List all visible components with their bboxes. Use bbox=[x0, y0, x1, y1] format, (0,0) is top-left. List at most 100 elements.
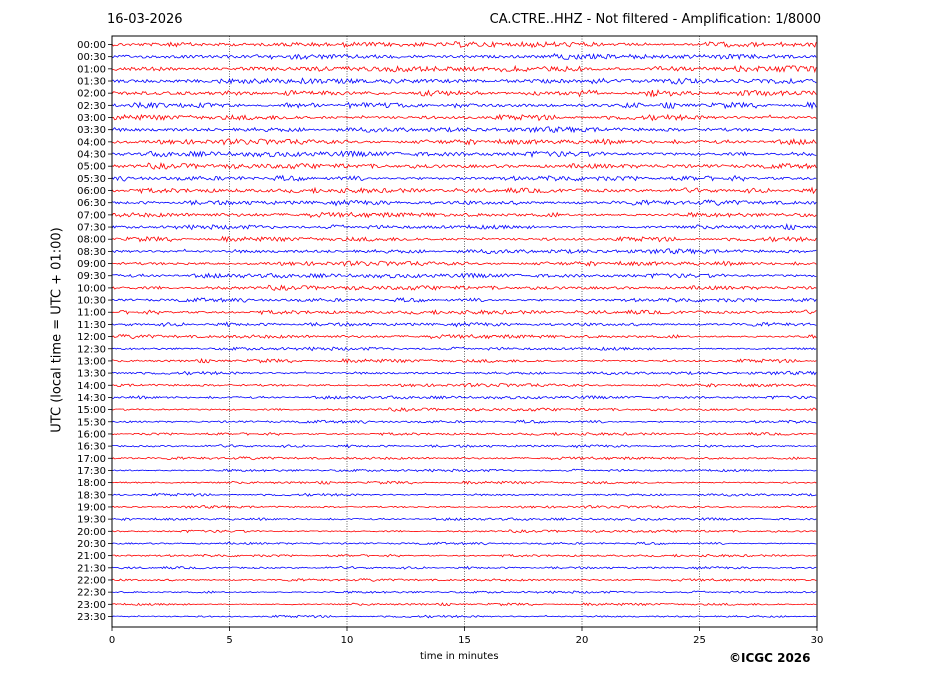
trace-1500 bbox=[111, 407, 817, 412]
y-tick-label: 07:00 bbox=[77, 210, 106, 221]
x-tick-label: 20 bbox=[576, 635, 589, 646]
y-tick-label: 15:30 bbox=[77, 417, 106, 428]
trace-1830 bbox=[111, 492, 817, 497]
trace-0030 bbox=[111, 53, 817, 61]
x-axis-label: time in minutes bbox=[420, 651, 499, 662]
trace-2100 bbox=[111, 553, 817, 558]
y-tick-label: 10:00 bbox=[77, 283, 106, 294]
y-tick-label: 13:30 bbox=[77, 369, 106, 380]
y-tick-label: 06:30 bbox=[77, 198, 106, 209]
y-tick-label: 04:30 bbox=[77, 150, 106, 161]
y-tick-label: 17:30 bbox=[77, 466, 106, 477]
trace-0830 bbox=[111, 248, 817, 255]
trace-0600 bbox=[111, 186, 817, 195]
trace-0500 bbox=[111, 161, 817, 170]
x-tick-label: 25 bbox=[693, 635, 706, 646]
trace-0530 bbox=[111, 174, 817, 182]
trace-0230 bbox=[111, 101, 817, 110]
y-tick-label: 12:00 bbox=[77, 332, 106, 343]
trace-2200 bbox=[111, 578, 817, 582]
y-tick-label: 05:00 bbox=[77, 162, 106, 173]
trace-0300 bbox=[111, 113, 817, 122]
trace-0400 bbox=[111, 138, 817, 146]
trace-0900 bbox=[111, 260, 817, 267]
trace-1530 bbox=[111, 419, 817, 424]
trace-0130 bbox=[111, 77, 817, 85]
y-tick-label: 16:30 bbox=[77, 442, 106, 453]
y-tick-label: 13:00 bbox=[77, 356, 106, 367]
y-tick-label: 23:00 bbox=[77, 600, 106, 611]
y-tick-label: 01:00 bbox=[77, 64, 106, 75]
y-tick-label: 04:00 bbox=[77, 137, 106, 148]
trace-2000 bbox=[111, 529, 817, 534]
trace-1600 bbox=[111, 431, 817, 437]
trace-1000 bbox=[111, 284, 817, 291]
trace-1300 bbox=[111, 357, 817, 364]
trace-1230 bbox=[111, 346, 817, 352]
y-tick-label: 14:00 bbox=[77, 381, 106, 392]
y-tick-label: 23:30 bbox=[77, 612, 106, 623]
trace-0430 bbox=[111, 150, 817, 159]
y-tick-label: 20:00 bbox=[77, 527, 106, 538]
trace-1730 bbox=[111, 468, 817, 473]
y-tick-label: 21:00 bbox=[77, 551, 106, 562]
y-tick-label: 12:30 bbox=[77, 344, 106, 355]
y-tick-label: 20:30 bbox=[77, 539, 106, 550]
trace-0000 bbox=[111, 40, 817, 49]
y-tick-label: 06:00 bbox=[77, 186, 106, 197]
trace-1700 bbox=[111, 456, 817, 461]
plot-frame bbox=[111, 35, 818, 628]
y-tick-label: 11:00 bbox=[77, 308, 106, 319]
y-tick-label: 22:00 bbox=[77, 575, 106, 586]
y-tick-label: 10:30 bbox=[77, 296, 106, 307]
trace-0800 bbox=[111, 235, 817, 243]
trace-1200 bbox=[111, 333, 817, 340]
trace-1130 bbox=[111, 321, 817, 328]
chart-date: 16-03-2026 bbox=[107, 12, 183, 27]
trace-1930 bbox=[111, 517, 817, 522]
trace-0330 bbox=[111, 126, 817, 134]
chart-title: CA.CTRE..HHZ - Not filtered - Amplificat… bbox=[489, 12, 821, 27]
y-tick-label: 08:00 bbox=[77, 235, 106, 246]
x-tick-label: 0 bbox=[109, 635, 115, 646]
trace-1900 bbox=[111, 505, 817, 509]
y-tick-label: 16:00 bbox=[77, 429, 106, 440]
trace-1400 bbox=[111, 382, 817, 388]
trace-0930 bbox=[111, 272, 817, 279]
trace-1330 bbox=[111, 370, 817, 376]
y-tick-label: 18:00 bbox=[77, 478, 106, 489]
trace-1030 bbox=[111, 297, 817, 303]
trace-0200 bbox=[111, 89, 817, 98]
y-tick-label: 07:30 bbox=[77, 223, 106, 234]
y-tick-label: 00:00 bbox=[77, 40, 106, 51]
trace-2030 bbox=[111, 541, 817, 546]
y-tick-label: 11:30 bbox=[77, 320, 106, 331]
trace-1800 bbox=[111, 480, 817, 485]
x-tick-label: 30 bbox=[811, 635, 824, 646]
y-tick-label: 14:30 bbox=[77, 393, 106, 404]
copyright-text: ©ICGC 2026 bbox=[729, 651, 811, 665]
trace-2330 bbox=[111, 614, 817, 619]
y-tick-label: 02:00 bbox=[77, 89, 106, 100]
y-tick-label: 08:30 bbox=[77, 247, 106, 258]
trace-2300 bbox=[111, 602, 817, 607]
y-tick-label: 05:30 bbox=[77, 174, 106, 185]
x-tick-label: 15 bbox=[458, 635, 471, 646]
y-tick-label: 19:00 bbox=[77, 502, 106, 513]
y-tick-label: 00:30 bbox=[77, 52, 106, 63]
y-tick-label: 03:30 bbox=[77, 125, 106, 136]
trace-2130 bbox=[111, 565, 817, 570]
y-tick-label: 17:00 bbox=[77, 454, 106, 465]
trace-0730 bbox=[111, 223, 817, 231]
y-tick-label: 02:30 bbox=[77, 101, 106, 112]
trace-1430 bbox=[111, 395, 817, 400]
y-tick-label: 18:30 bbox=[77, 490, 106, 501]
y-tick-label: 09:00 bbox=[77, 259, 106, 270]
y-tick-label: 15:00 bbox=[77, 405, 106, 416]
trace-0700 bbox=[111, 211, 817, 219]
y-tick-label: 03:00 bbox=[77, 113, 106, 124]
y-tick-label: 19:30 bbox=[77, 515, 106, 526]
y-tick-label: 01:30 bbox=[77, 77, 106, 88]
trace-1100 bbox=[111, 309, 817, 316]
